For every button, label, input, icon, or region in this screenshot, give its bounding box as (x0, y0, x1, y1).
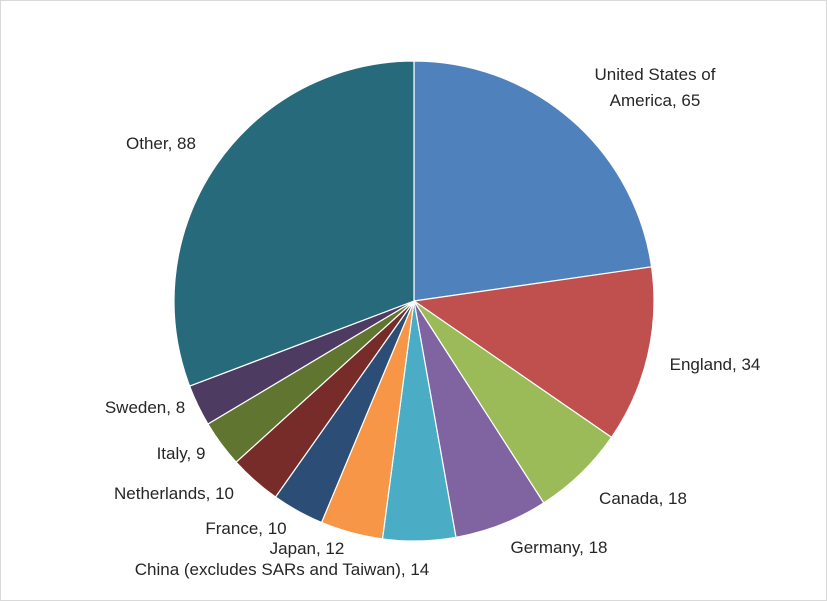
pie-labels: United States of America, 65 England, 34 Ca… (105, 65, 761, 579)
data-label-japan: Japan, 12 (270, 539, 345, 558)
data-label-line: Netherlands, 10 (114, 484, 234, 503)
data-label-france: France, 10 (205, 519, 286, 538)
pie-slice-united-states-of-america (413, 60, 653, 302)
data-label-line: Sweden, 8 (105, 398, 185, 417)
data-label-netherlands: Netherlands, 10 (114, 484, 234, 503)
data-label-united-states-of-america: United States of America, 65 (595, 65, 716, 110)
data-label-line: Germany, 18 (510, 538, 607, 557)
pie-slice-other (173, 60, 415, 387)
data-label-line: England, 34 (670, 355, 761, 374)
pie-slice-england (412, 266, 655, 439)
data-label-sweden: Sweden, 8 (105, 398, 185, 417)
data-label-china-excludes-sars-and-taiwan: China (excludes SARs and Taiwan), 14 (135, 560, 430, 579)
data-label-line: China (excludes SARs and Taiwan), 14 (135, 560, 430, 579)
data-label-england: England, 34 (670, 355, 761, 374)
data-label-other: Other, 88 (126, 134, 196, 153)
data-label-line: Other, 88 (126, 134, 196, 153)
data-label-line: France, 10 (205, 519, 286, 538)
data-label-line: America, 65 (610, 91, 701, 110)
data-label-line: United States of (595, 65, 716, 84)
data-label-line: Japan, 12 (270, 539, 345, 558)
data-label-line: Italy, 9 (157, 444, 206, 463)
pie-slices (173, 60, 655, 542)
data-label-line: Canada, 18 (599, 489, 687, 508)
data-label-italy: Italy, 9 (157, 444, 206, 463)
data-label-germany: Germany, 18 (510, 538, 607, 557)
data-label-canada: Canada, 18 (599, 489, 687, 508)
